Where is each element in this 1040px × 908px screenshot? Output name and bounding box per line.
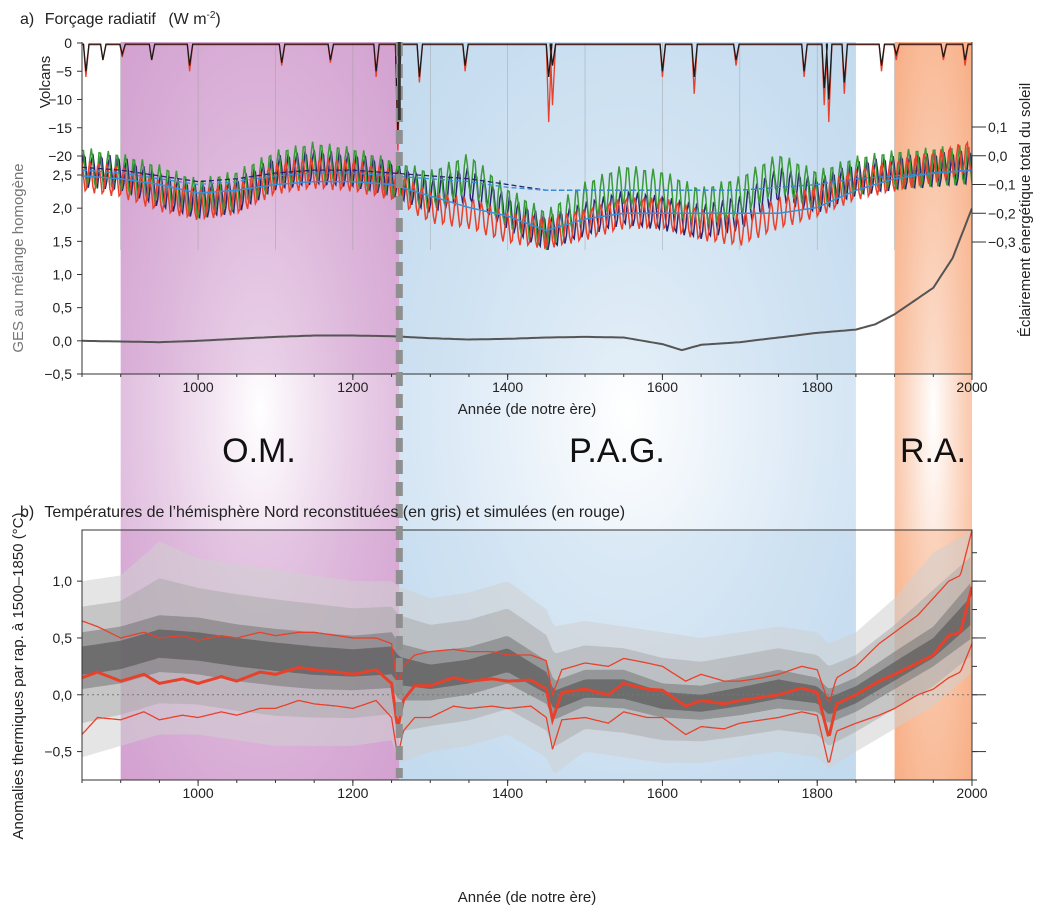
panel-a-title-unit: (W m <box>168 11 206 28</box>
panel-b-xlabel: Année (de notre ère) <box>458 889 596 906</box>
xtick-label-0-3: 1600 <box>647 379 678 395</box>
ghg-ytick-label-1: 2,0 <box>53 200 73 216</box>
panel-a-title-text: Forçage radiatif <box>45 11 157 28</box>
vol-ytick-label-0: 0 <box>64 35 72 51</box>
panel-a-title-unit-exp: -2 <box>207 10 216 21</box>
sol-ytick-label-4: −0,3 <box>988 234 1016 250</box>
temp-ytick-label-3: −0,5 <box>44 744 72 760</box>
xtick-label-1-4: 1800 <box>802 785 833 801</box>
axes: 1000 1200 1400 1600 1800 2000 1000 1200 1400 1600… <box>44 35 1015 801</box>
panel-a-title-prefix: a) <box>20 11 34 28</box>
ylabel-volcans: Volcans <box>37 56 54 109</box>
xtick-label-0-5: 2000 <box>956 379 987 395</box>
temp-ytick-label-0: 1,0 <box>53 573 73 589</box>
sol-ytick-label-2: −0,1 <box>988 177 1016 193</box>
xtick-label-0-1: 1200 <box>337 379 368 395</box>
ghg-ytick-label-2: 1,5 <box>53 233 73 249</box>
ghg-ytick-label-4: 0,5 <box>53 300 73 316</box>
period-label-ra: R.A. <box>900 432 966 470</box>
panel-a-title-unit-close: ) <box>215 11 220 28</box>
solar-series-1 <box>82 141 972 250</box>
panel-b-frame <box>81 529 973 781</box>
xtick-label-1-3: 1600 <box>647 785 678 801</box>
xtick-label-1-1: 1200 <box>337 785 368 801</box>
panel-b-series <box>82 530 972 774</box>
ylabel-solar: Éclairement énergétique total du soleil <box>1017 83 1034 337</box>
vol-ytick-label-1: −5 <box>56 63 72 79</box>
solar-series-3 <box>82 169 972 232</box>
xtick-label-1-0: 1000 <box>183 785 214 801</box>
panel-b-title-prefix: b) <box>20 504 34 521</box>
vol-ytick-label-3: −15 <box>48 120 72 136</box>
simulation-upper-line <box>82 530 972 703</box>
xtick-label-1-5: 2000 <box>956 785 987 801</box>
sol-ytick-label-3: −0,2 <box>988 205 1016 221</box>
simulation-lower-line <box>82 643 972 763</box>
panel-b-title-text: Températures de l’hémisphère Nord recons… <box>44 504 625 521</box>
xtick-label-0-0: 1000 <box>183 379 214 395</box>
xtick-label-0-2: 1400 <box>492 379 523 395</box>
solar-series-2 <box>82 140 972 250</box>
reconstruction-core-band <box>82 597 971 714</box>
xtick-label-0-4: 1800 <box>802 379 833 395</box>
sol-ytick-label-1: 0,0 <box>988 148 1008 164</box>
period-band-a-2 <box>894 42 972 374</box>
simulation-mean-line <box>82 586 972 737</box>
ghg-ytick-label-5: 0,0 <box>53 333 73 349</box>
ghg-line <box>82 207 972 352</box>
panel-a-title: a) Forçage radiatif (W m-2) <box>20 10 221 28</box>
vol-ytick-label-4: −20 <box>48 148 72 164</box>
solar-series-5 <box>82 169 972 191</box>
temp-ytick-label-2: 0,0 <box>53 687 73 703</box>
panel-a-xlabel: Année (de notre ère) <box>458 401 596 418</box>
panel-a-series <box>82 43 972 352</box>
xtick-label-1-2: 1400 <box>492 785 523 801</box>
volcanic-series-1 <box>82 43 972 134</box>
temp-ytick-label-1: 0,5 <box>53 630 73 646</box>
ghg-ytick-label-3: 1,0 <box>53 267 73 283</box>
ylabel-temperature: Anomalies thermiques par rap. à 1500–185… <box>10 512 27 839</box>
panel-b-title: b) Températures de l’hémisphère Nord rec… <box>20 504 625 521</box>
period-label-om: O.M. <box>222 432 296 470</box>
period-label-pag: P.A.G. <box>569 432 665 470</box>
ylabel-ghg: GES au mélange homogène <box>10 163 27 352</box>
ghg-ytick-label-6: −0,5 <box>44 366 72 382</box>
sol-ytick-label-0: 0,1 <box>988 119 1008 135</box>
ghg-ytick-label-0: 2,5 <box>53 167 73 183</box>
vol-ytick-label-2: −10 <box>48 92 72 108</box>
